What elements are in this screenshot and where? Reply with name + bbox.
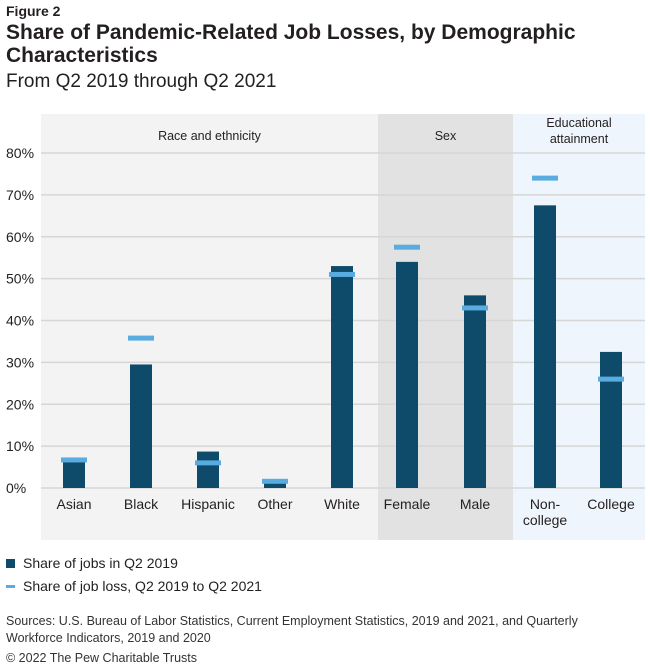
- marker-7: [532, 175, 558, 181]
- bar-4: [331, 266, 353, 488]
- group-label: Race and ethnicity: [158, 129, 262, 143]
- x-tick-label: Hispanic: [181, 496, 235, 512]
- marker-5: [394, 244, 420, 250]
- y-tick-label: 40%: [6, 313, 34, 329]
- marker-0: [61, 457, 87, 463]
- y-tick-label: 0%: [6, 480, 26, 496]
- bar-7: [534, 205, 556, 488]
- marker-2: [195, 460, 221, 466]
- marker-8: [598, 376, 624, 382]
- marker-6: [462, 305, 488, 311]
- x-tick-label: White: [324, 496, 360, 512]
- group-label: Sex: [435, 129, 457, 143]
- bar-6: [464, 295, 486, 488]
- chart-subtitle: From Q2 2019 through Q2 2021: [6, 71, 277, 92]
- chart-title: Share of Pandemic-Related Job Losses, by…: [6, 21, 576, 67]
- x-tick-label: Other: [257, 496, 292, 512]
- legend-item-bars: Share of jobs in Q2 2019: [6, 555, 178, 571]
- sources-note: Sources: U.S. Bureau of Labor Statistics…: [6, 614, 578, 645]
- y-tick-label: 50%: [6, 271, 34, 287]
- legend-swatch-bar: [6, 558, 15, 568]
- legend-swatch-marker: [6, 584, 15, 588]
- bar-0: [63, 458, 85, 488]
- x-tick-label: College: [587, 496, 635, 512]
- group-label: Educational: [546, 116, 611, 130]
- x-tick-label: Asian: [56, 496, 91, 512]
- legend-item-markers: Share of job loss, Q2 2019 to Q2 2021: [6, 578, 262, 594]
- copyright: © 2022 The Pew Charitable Trusts: [6, 651, 198, 665]
- figure-label: Figure 2: [6, 3, 61, 19]
- x-tick-label: Black: [124, 496, 159, 512]
- y-tick-label: 30%: [6, 354, 34, 370]
- bar-2: [197, 451, 219, 488]
- legend-label: Share of job loss, Q2 2019 to Q2 2021: [23, 578, 262, 594]
- x-tick-label: Female: [384, 496, 431, 512]
- x-tick-label: Male: [460, 496, 491, 512]
- legend-label: Share of jobs in Q2 2019: [23, 555, 178, 571]
- marker-3: [262, 478, 288, 484]
- bar-1: [130, 364, 152, 488]
- marker-1: [128, 335, 154, 341]
- bar-5: [396, 261, 418, 488]
- x-tick-label: Non-: [530, 496, 561, 512]
- marker-4: [329, 271, 355, 277]
- bar-3: [264, 482, 286, 488]
- bar-8: [600, 351, 622, 488]
- y-tick-label: 70%: [6, 187, 34, 203]
- y-tick-label: 80%: [6, 145, 34, 161]
- x-tick-label: college: [523, 512, 568, 528]
- y-tick-label: 20%: [6, 396, 34, 412]
- y-tick-label: 10%: [6, 438, 34, 454]
- y-tick-label: 60%: [6, 229, 34, 245]
- group-label: attainment: [550, 132, 609, 146]
